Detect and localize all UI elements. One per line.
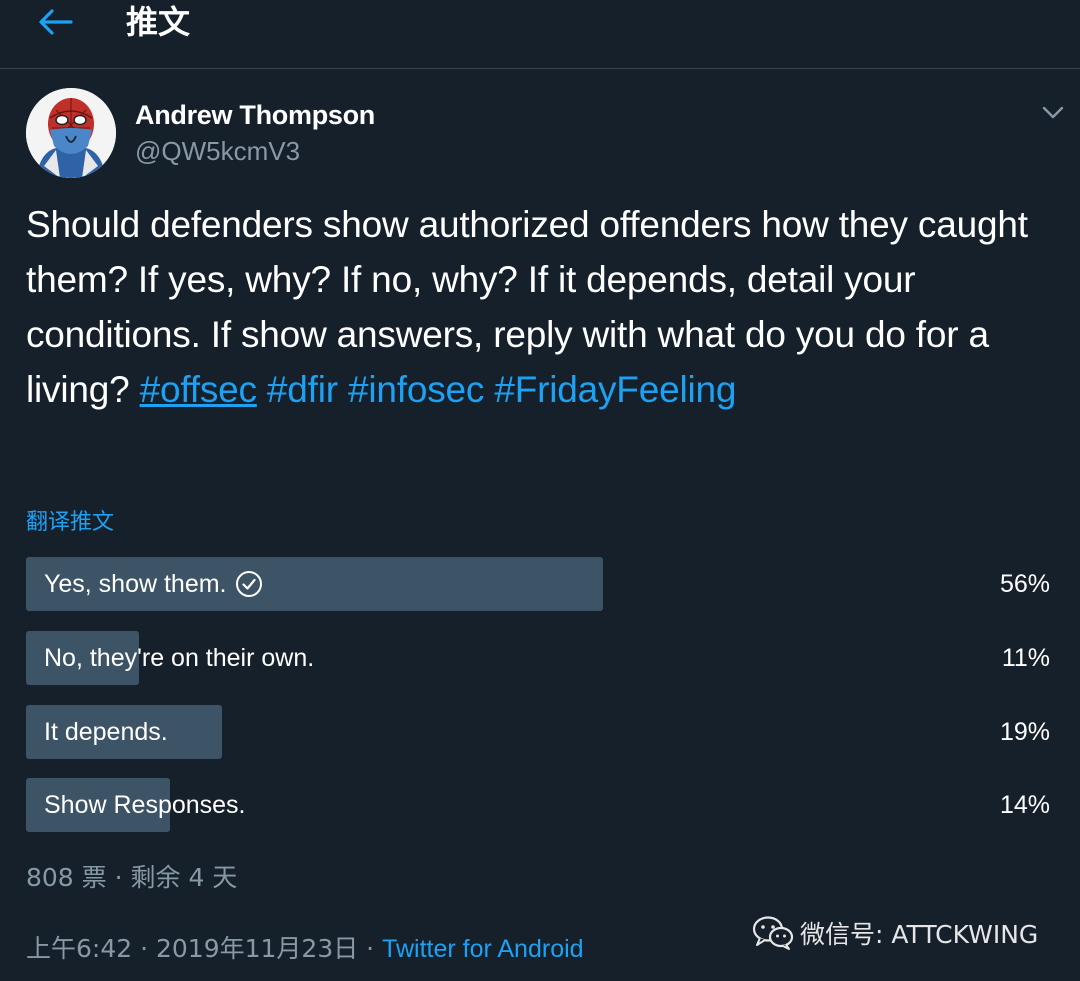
author-name[interactable]: Andrew Thompson [135,100,375,130]
poll-option-percent: 11% [1001,644,1050,672]
poll-option-label: No, they're on their own. [44,631,314,685]
poll-option-percent: 14% [999,791,1050,819]
poll-meta: 808 票 · 剩余 4 天 [26,863,238,892]
tweet-timestamp[interactable]: 上午6:42 · 2019年11月23日 · [26,934,383,963]
hashtag-infosec[interactable]: #infosec [348,369,485,410]
page-title: 推文 [126,3,191,41]
poll-option-text: No, they're on their own. [44,644,315,672]
arrow-left-icon [39,9,73,35]
tweet-timestamp-row: 上午6:42 · 2019年11月23日 · Twitter for Andro… [26,931,584,967]
poll-bar [26,631,139,685]
author-handle[interactable]: @QW5kcmV3 [135,136,301,166]
translate-tweet-link[interactable]: 翻译推文 [26,510,115,535]
watermark-text: 微信号: ATTCKWING [800,920,1039,949]
avatar-image [26,88,116,178]
more-options-button[interactable] [1038,98,1068,128]
poll-option-text: Show Responses. [44,791,246,819]
wechat-icon [752,916,794,950]
tweet-body: Should defenders show authorized offende… [26,204,1028,410]
back-button[interactable] [30,2,80,42]
poll-bar [26,557,603,611]
tweet-source-link[interactable]: Twitter for Android [382,935,584,963]
poll-bar [26,778,170,832]
tweet-text: Should defenders show authorized offende… [26,197,1066,417]
poll-option-percent: 19% [999,718,1050,746]
poll-option-text: It depends. [44,718,168,746]
poll-bar [26,705,222,759]
poll-option-label: It depends. [44,705,168,759]
hashtag-dfir[interactable]: #dfir [266,369,338,410]
poll-option-yes[interactable]: Yes, show them. 56% [26,557,1056,611]
check-circle-icon [235,571,262,597]
chevron-down-icon [1042,106,1064,119]
poll-option-label: Yes, show them. [44,557,263,611]
poll-option-label: Show Responses. [44,778,246,832]
poll-option-no[interactable]: No, they're on their own. 11% [26,631,1056,685]
watermark: 微信号: ATTCKWING [752,913,1038,953]
hashtag-offsec[interactable]: #offsec [139,369,257,410]
poll-option-percent: 56% [999,570,1050,598]
poll-option-depends[interactable]: It depends. 19% [26,705,1056,759]
avatar[interactable] [26,88,116,178]
hashtag-fridayfeeling[interactable]: #FridayFeeling [494,369,737,410]
poll-option-show-responses[interactable]: Show Responses. 14% [26,778,1056,832]
top-bar: 推文 [0,0,1080,69]
poll-option-text: Yes, show them. [44,570,227,598]
